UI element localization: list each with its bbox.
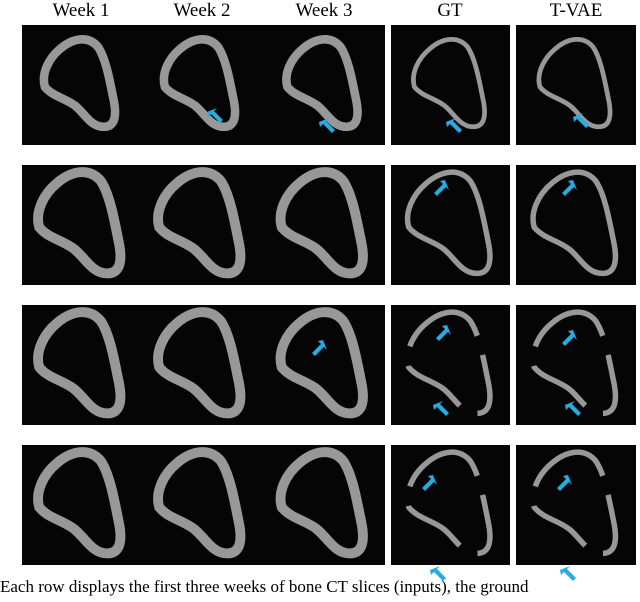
- column-header: T-VAE: [550, 0, 603, 21]
- image-block: [391, 445, 510, 565]
- arrow: [560, 566, 576, 581]
- column-header: Week 2: [173, 0, 230, 21]
- image-block: [516, 445, 636, 565]
- image-block: [516, 305, 636, 425]
- caption: Each row displays the first three weeks …: [0, 577, 529, 596]
- image-block: [391, 305, 510, 425]
- column-header: Week 3: [295, 0, 352, 21]
- column-header: Week 1: [52, 0, 109, 21]
- image-block: [516, 25, 636, 145]
- image-block: [391, 25, 510, 145]
- column-header: GT: [437, 0, 463, 21]
- image-grid: [22, 25, 636, 581]
